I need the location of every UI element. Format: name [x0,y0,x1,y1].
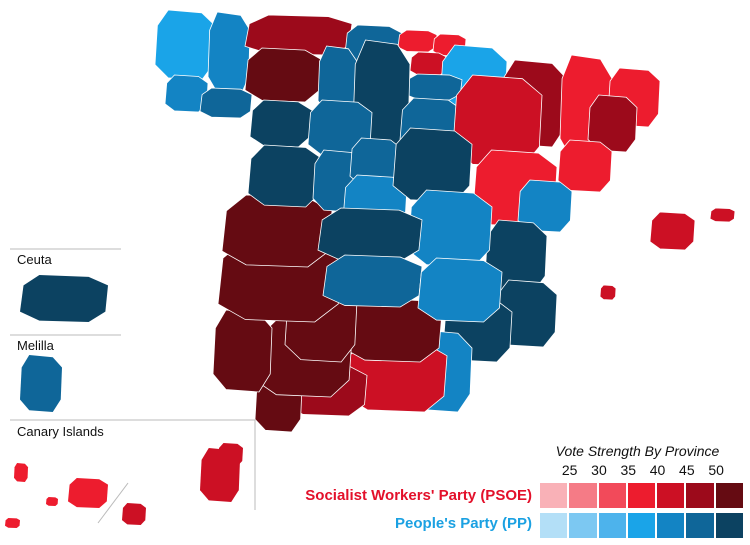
legend-swatch [598,483,626,508]
canary-island [14,463,28,482]
province-menorca [709,207,736,223]
legend-swatch [627,483,656,508]
psoe-color-scale [540,483,744,508]
province-pontevedra [164,74,209,113]
legend-swatch [627,513,656,538]
province-caceres [221,194,333,268]
legend-tick: 50 [708,462,724,478]
province-melilla [20,355,62,412]
legend-ticks: 25 30 35 40 45 50 [540,462,731,478]
legend-tick: 30 [591,462,607,478]
province-ourense [199,87,253,119]
province-mallorca [649,211,696,251]
legend-swatch [657,513,685,538]
province-barcelona [587,94,638,153]
province-lugo [207,11,251,96]
legend-swatch [540,483,568,508]
legend-tick: 25 [561,462,578,478]
province-zamora [249,99,313,148]
canary-island [46,497,58,506]
province-salamanca [247,144,323,208]
canary-island [218,443,243,466]
legend-swatch [657,483,685,508]
canary-island [122,503,146,525]
legend-swatch [715,483,744,508]
legend-swatch [686,513,714,538]
legend-swatch [715,513,744,538]
legend-swatch [540,513,568,538]
legend-tick: 35 [620,462,637,478]
legend-swatch [569,483,597,508]
ceuta-label: Ceuta [17,252,52,267]
province-ciudad-real [322,254,423,308]
pp-legend-label: People's Party (PP) [395,515,532,532]
legend-tick: 45 [679,462,695,478]
province-vizcaya [397,29,438,53]
province-leon [244,47,323,103]
pp-color-scale [540,513,744,538]
melilla-label: Melilla [17,338,54,353]
inset-border [10,419,256,510]
legend-title: Vote Strength By Province [555,443,720,459]
province-santa-cruz-de-tenerife [68,478,108,508]
canary-island [5,518,20,528]
province-ibiza [599,284,617,301]
province-albacete [417,257,503,323]
province-tarragona [557,139,613,193]
inset-divider [97,482,129,524]
psoe-legend-label: Socialist Workers' Party (PSOE) [305,487,532,504]
province-ceuta [20,275,108,322]
legend-swatch [598,513,626,538]
legend-tick: 40 [649,462,666,478]
canary-islands-label: Canary Islands [17,424,104,439]
province-huelva [212,309,273,393]
legend-swatch [686,483,714,508]
legend-swatch [569,513,597,538]
province-castellon [517,179,573,233]
province-a-coruna [154,9,216,81]
province-la-rioja [404,73,463,101]
province-alava [409,51,448,77]
province-toledo [317,207,423,263]
